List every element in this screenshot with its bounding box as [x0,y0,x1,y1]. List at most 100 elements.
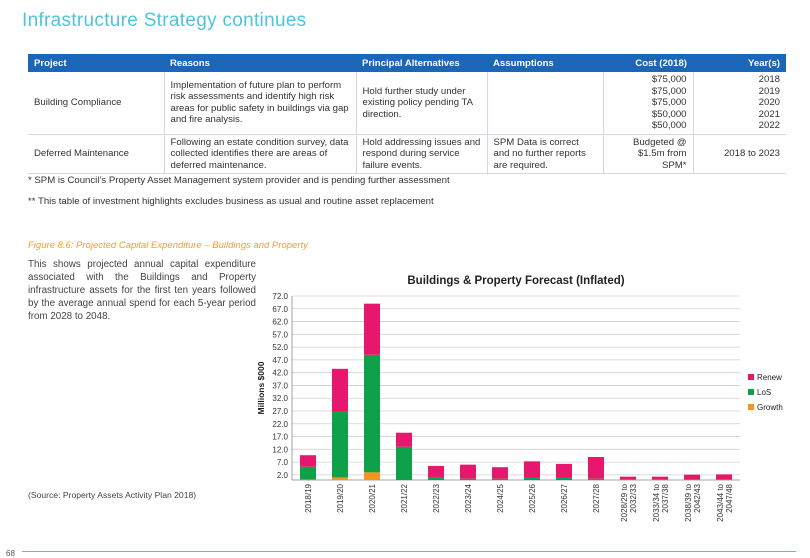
forecast-chart: Buildings & Property Forecast (Inflated)… [250,268,790,530]
bottom-rule [22,551,796,552]
x-tick-label: 2025/26 [528,483,537,512]
x-tick-label: 2020/21 [368,483,377,512]
bar-renew [556,463,572,478]
legend-swatch-renew [748,374,754,380]
y-tick-label: 67.0 [272,305,288,314]
year-line: 2021 [758,108,780,120]
y-tick-label: 12.0 [272,445,288,454]
column-header-years: Year(s) [693,54,786,72]
y-tick-label: 2.0 [277,471,289,480]
legend-label-los: LoS [757,388,771,397]
legend-swatch-growth [748,404,754,410]
bar-los [460,478,476,480]
x-tick-label: 2021/22 [400,483,409,512]
x-tick-label: 2043/44 to2047/48 [716,483,734,521]
cost-line: Budgeted @ [633,136,687,148]
figure-caption: Figure 8.6: Projected Capital Expenditur… [28,240,308,251]
y-axis-label: Millions $000 [256,361,266,414]
column-header-cost: Cost (2018) [603,54,693,72]
legend-label-growth: Growth [757,403,783,412]
x-tick-label: 2023/24 [464,483,473,512]
bar-renew [588,457,604,479]
bar-los [492,478,508,480]
x-tick-label: 2028/29 to2032/33 [620,483,638,521]
bar-los [588,478,604,480]
page-number: 68 [6,549,15,558]
bar-renew [428,465,444,478]
x-tick-label: 2018/19 [304,483,313,512]
y-tick-label: 62.0 [272,318,288,327]
y-tick-label: 32.0 [272,394,288,403]
column-header-alternatives: Principal Alternatives [356,54,487,72]
x-tick-label: 2024/25 [496,483,505,512]
cell-alternatives: Hold further study under existing policy… [356,72,488,135]
cost-line: $50,000 [651,108,687,120]
table-row: Building Compliance Implementation of fu… [28,72,786,135]
bar-renew [524,461,540,478]
bar-renew [620,476,636,480]
legend-swatch-los [748,389,754,395]
cost-line: $50,000 [651,120,687,131]
y-tick-label: 37.0 [272,381,288,390]
chart-title: Buildings & Property Forecast (Inflated) [407,275,624,287]
x-tick-label: 2022/23 [432,483,441,512]
year-line: 2018 [758,74,780,85]
bar-los [364,354,380,473]
cost-line: $75,000 [651,85,687,97]
cell-years: 2018 to 2023 [693,134,786,174]
bar-growth [300,479,316,480]
cell-years: 2018 2019 2020 2021 2022 [693,72,786,135]
y-tick-label: 22.0 [272,420,288,429]
bar-los [716,479,732,480]
bar-renew [652,476,668,480]
x-tick-label: 2026/27 [560,483,569,512]
y-tick-label: 72.0 [272,292,288,301]
bar-renew [716,474,732,480]
bar-los [524,477,540,480]
cell-project: Deferred Maintenance [28,134,165,174]
infrastructure-strategy-table: Project Reasons Principal Alternatives A… [28,54,786,174]
cost-line: $75,000 [651,97,687,108]
footnote-spm: * SPM is Council’s Property Asset Manage… [28,175,450,186]
bar-growth [364,472,380,480]
year-line: 2022 [758,120,780,131]
bar-renew [396,432,412,447]
x-tick-label: 2033/34 to2037/38 [652,483,670,521]
bar-renew [684,474,700,480]
cell-assumptions: SPM Data is correct and no further repor… [487,134,604,174]
bar-los [620,479,636,480]
x-tick-label: 2027/28 [592,483,601,512]
page-title: Infrastructure Strategy continues [22,10,307,31]
bar-renew [364,303,380,355]
column-header-reasons: Reasons [164,54,356,72]
bar-los [428,477,444,480]
y-tick-label: 7.0 [277,458,289,467]
cell-assumptions [487,72,604,135]
bar-renew [332,368,348,411]
x-tick-label: 2038/39 to2042/43 [684,483,702,521]
cell-cost: Budgeted @ $1.5m from SPM* [603,134,694,174]
bar-los [396,446,412,480]
bar-renew [460,464,476,479]
cell-alternatives: Hold addressing issues and respond durin… [356,134,488,174]
cell-project: Building Compliance [28,72,165,135]
cell-reasons: Implementation of future plan to perform… [164,72,357,135]
bar-renew [300,455,316,467]
table-row: Deferred Maintenance Following an estate… [28,134,786,174]
y-tick-label: 42.0 [272,369,288,378]
y-tick-label: 17.0 [272,433,288,442]
x-tick-label: 2019/20 [336,483,345,512]
bar-los [300,466,316,480]
y-tick-label: 52.0 [272,343,288,352]
y-tick-label: 57.0 [272,330,288,339]
legend-label-renew: Renew [757,373,782,382]
column-header-project: Project [28,54,164,72]
bar-los [332,411,348,478]
bar-los [652,479,668,480]
bar-growth [332,477,348,480]
bar-renew [492,467,508,479]
column-header-assumptions: Assumptions [487,54,603,72]
table-header-row: Project Reasons Principal Alternatives A… [28,54,786,72]
cell-reasons: Following an estate condition survey, da… [164,134,357,174]
cost-line: SPM* [661,159,687,171]
